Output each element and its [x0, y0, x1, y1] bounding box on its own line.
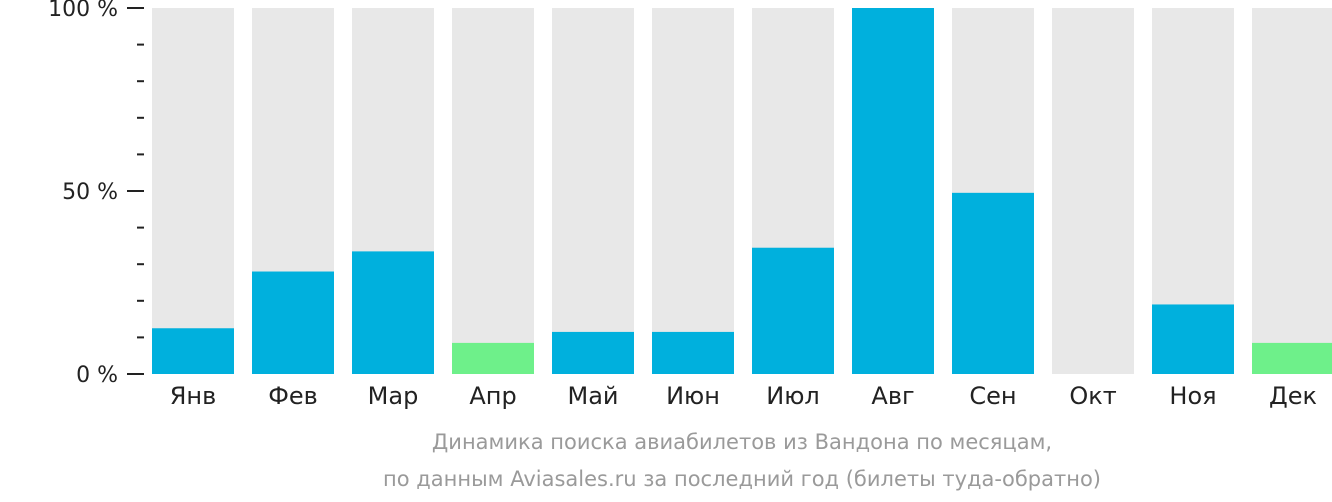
bar-0 [152, 328, 234, 374]
y-axis: 0 % 50 % 100 % [48, 0, 144, 388]
x-tick-label-11: Дек [1269, 382, 1317, 410]
x-tick-label-4: Май [567, 382, 618, 410]
bar-background-5 [652, 8, 734, 374]
bar-2 [352, 251, 434, 374]
x-axis-labels: Янв Фев Мар Апр Май Июн Июл Авг Сен Окт Ноя Дек [170, 382, 1317, 410]
bar-7 [852, 8, 934, 374]
x-tick-label-5: Июн [666, 382, 720, 410]
y-tick-label-1: 50 % [62, 180, 118, 205]
x-tick-label-8: Сен [969, 382, 1016, 410]
x-tick-label-1: Фев [268, 382, 318, 410]
bar-background-3 [452, 8, 534, 374]
bar-background-4 [552, 8, 634, 374]
y-tick-label-2: 100 % [48, 0, 118, 22]
bar-4 [552, 331, 634, 374]
x-tick-label-7: Авг [871, 382, 914, 410]
y-tick-label-0: 0 % [76, 363, 118, 388]
bar-11 [1252, 342, 1332, 374]
chart-caption-line-2: по данным Aviasales.ru за последний год … [383, 467, 1101, 491]
x-tick-label-10: Ноя [1169, 382, 1216, 410]
bar-background-11 [1252, 8, 1332, 374]
bar-chart: 0 % 50 % 100 % Янв Фев Мар Апр Май Июн Июл Авг Сен… [48, 0, 1332, 410]
bar-6 [752, 247, 834, 374]
x-tick-label-2: Мар [368, 382, 419, 410]
x-tick-label-3: Апр [469, 382, 516, 410]
bar-8 [952, 192, 1034, 374]
bars [152, 8, 1332, 374]
bar-background-0 [152, 8, 234, 374]
bar-background-9 [1052, 8, 1134, 374]
bar-3 [452, 342, 534, 374]
x-tick-label-0: Янв [170, 382, 217, 410]
bar-1 [252, 271, 334, 374]
x-tick-label-9: Окт [1069, 382, 1116, 410]
bar-5 [652, 331, 734, 374]
chart-caption-line-1: Динамика поиска авиабилетов из Вандона п… [431, 430, 1053, 454]
bar-10 [1152, 304, 1234, 374]
x-tick-label-6: Июл [766, 382, 820, 410]
